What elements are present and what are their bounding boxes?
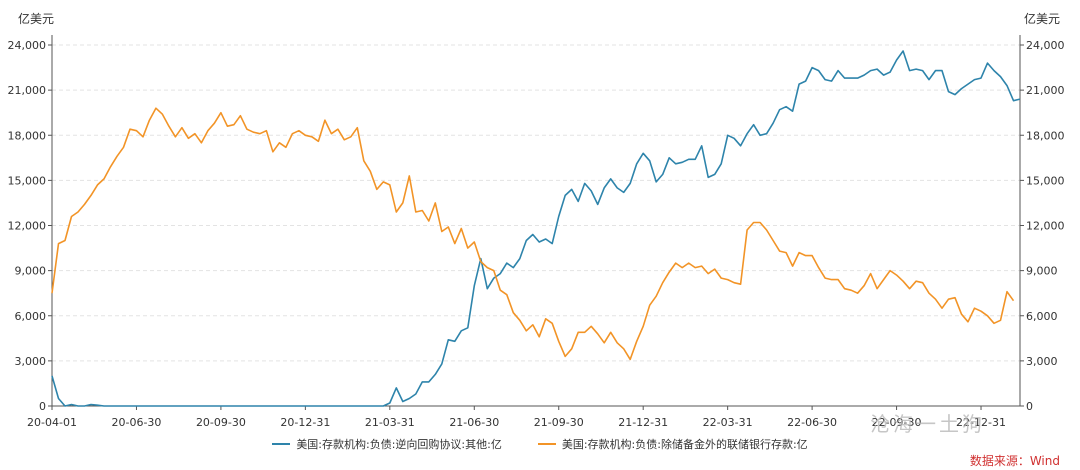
legend: 美国:存款机构:负债:逆向回购协议:其他:亿 美国:存款机构:负债:除储备金外的…: [0, 436, 1080, 452]
legend-label-fed-deposits: 美国:存款机构:负债:除储备金外的联储银行存款:亿: [561, 438, 808, 451]
x-tick-label: 21-06-30: [449, 416, 499, 429]
x-tick-label: 22-09-30: [872, 416, 922, 429]
y-tick-label-left: 21,000: [8, 84, 47, 97]
x-tick-label: 20-09-30: [196, 416, 246, 429]
legend-swatch-orange: [537, 443, 556, 445]
y-tick-label-right: 6,000: [1026, 310, 1058, 323]
y-tick-label-right: 15,000: [1026, 174, 1065, 187]
data-source: 数据来源：Wind: [969, 454, 1060, 468]
legend-swatch-blue: [272, 443, 291, 445]
x-tick-label: 21-03-31: [365, 416, 415, 429]
y-tick-label-right: 24,000: [1026, 39, 1065, 52]
y-tick-label-right: 0: [1026, 400, 1033, 413]
series-layer: [51, 50, 1021, 407]
y-tick-label-right: 3,000: [1026, 355, 1058, 368]
y-tick-label-left: 6,000: [15, 310, 47, 323]
legend-label-reverse-repo: 美国:存款机构:负债:逆向回购协议:其他:亿: [296, 438, 502, 451]
x-tick-label: 21-09-30: [534, 416, 584, 429]
x-tick-label: 20-06-30: [111, 416, 161, 429]
legend-item-reverse-repo[interactable]: 美国:存款机构:负债:逆向回购协议:其他:亿: [272, 436, 502, 452]
y-tick-label-right: 9,000: [1026, 265, 1058, 278]
y-tick-label-right: 21,000: [1026, 84, 1065, 97]
x-tick-label: 21-12-31: [618, 416, 668, 429]
watermark-text: 沧海一土狗: [870, 412, 985, 436]
y-tick-label-right: 18,000: [1026, 129, 1065, 142]
x-tick-label: 22-12-31: [956, 416, 1006, 429]
series-line-1: [51, 107, 1015, 361]
y-tick-label-left: 24,000: [8, 39, 47, 52]
y-tick-label-left: 15,000: [8, 174, 47, 187]
y-tick-label-left: 9,000: [15, 265, 47, 278]
right-axis-unit: 亿美元: [1023, 12, 1060, 26]
axes: 0 0 3,000 3,000 6,000 6,000 9,000 9,000 12,000 12…: [8, 35, 1065, 429]
left-axis-unit: 亿美元: [18, 12, 55, 26]
y-tick-label-left: 18,000: [8, 129, 47, 142]
legend-item-fed-deposits[interactable]: 美国:存款机构:负债:除储备金外的联储银行存款:亿: [537, 436, 808, 452]
x-tick-label: 20-12-31: [280, 416, 330, 429]
x-tick-label: 22-03-31: [703, 416, 753, 429]
x-tick-label: 20-04-01: [27, 416, 77, 429]
x-tick-label: 22-06-30: [787, 416, 837, 429]
y-tick-label-right: 12,000: [1026, 220, 1065, 233]
y-tick-label-left: 3,000: [15, 355, 47, 368]
y-tick-label-left: 12,000: [8, 220, 47, 233]
series-line-0: [51, 50, 1021, 407]
y-tick-label-left: 0: [39, 400, 46, 413]
grid-lines: [52, 44, 1020, 362]
